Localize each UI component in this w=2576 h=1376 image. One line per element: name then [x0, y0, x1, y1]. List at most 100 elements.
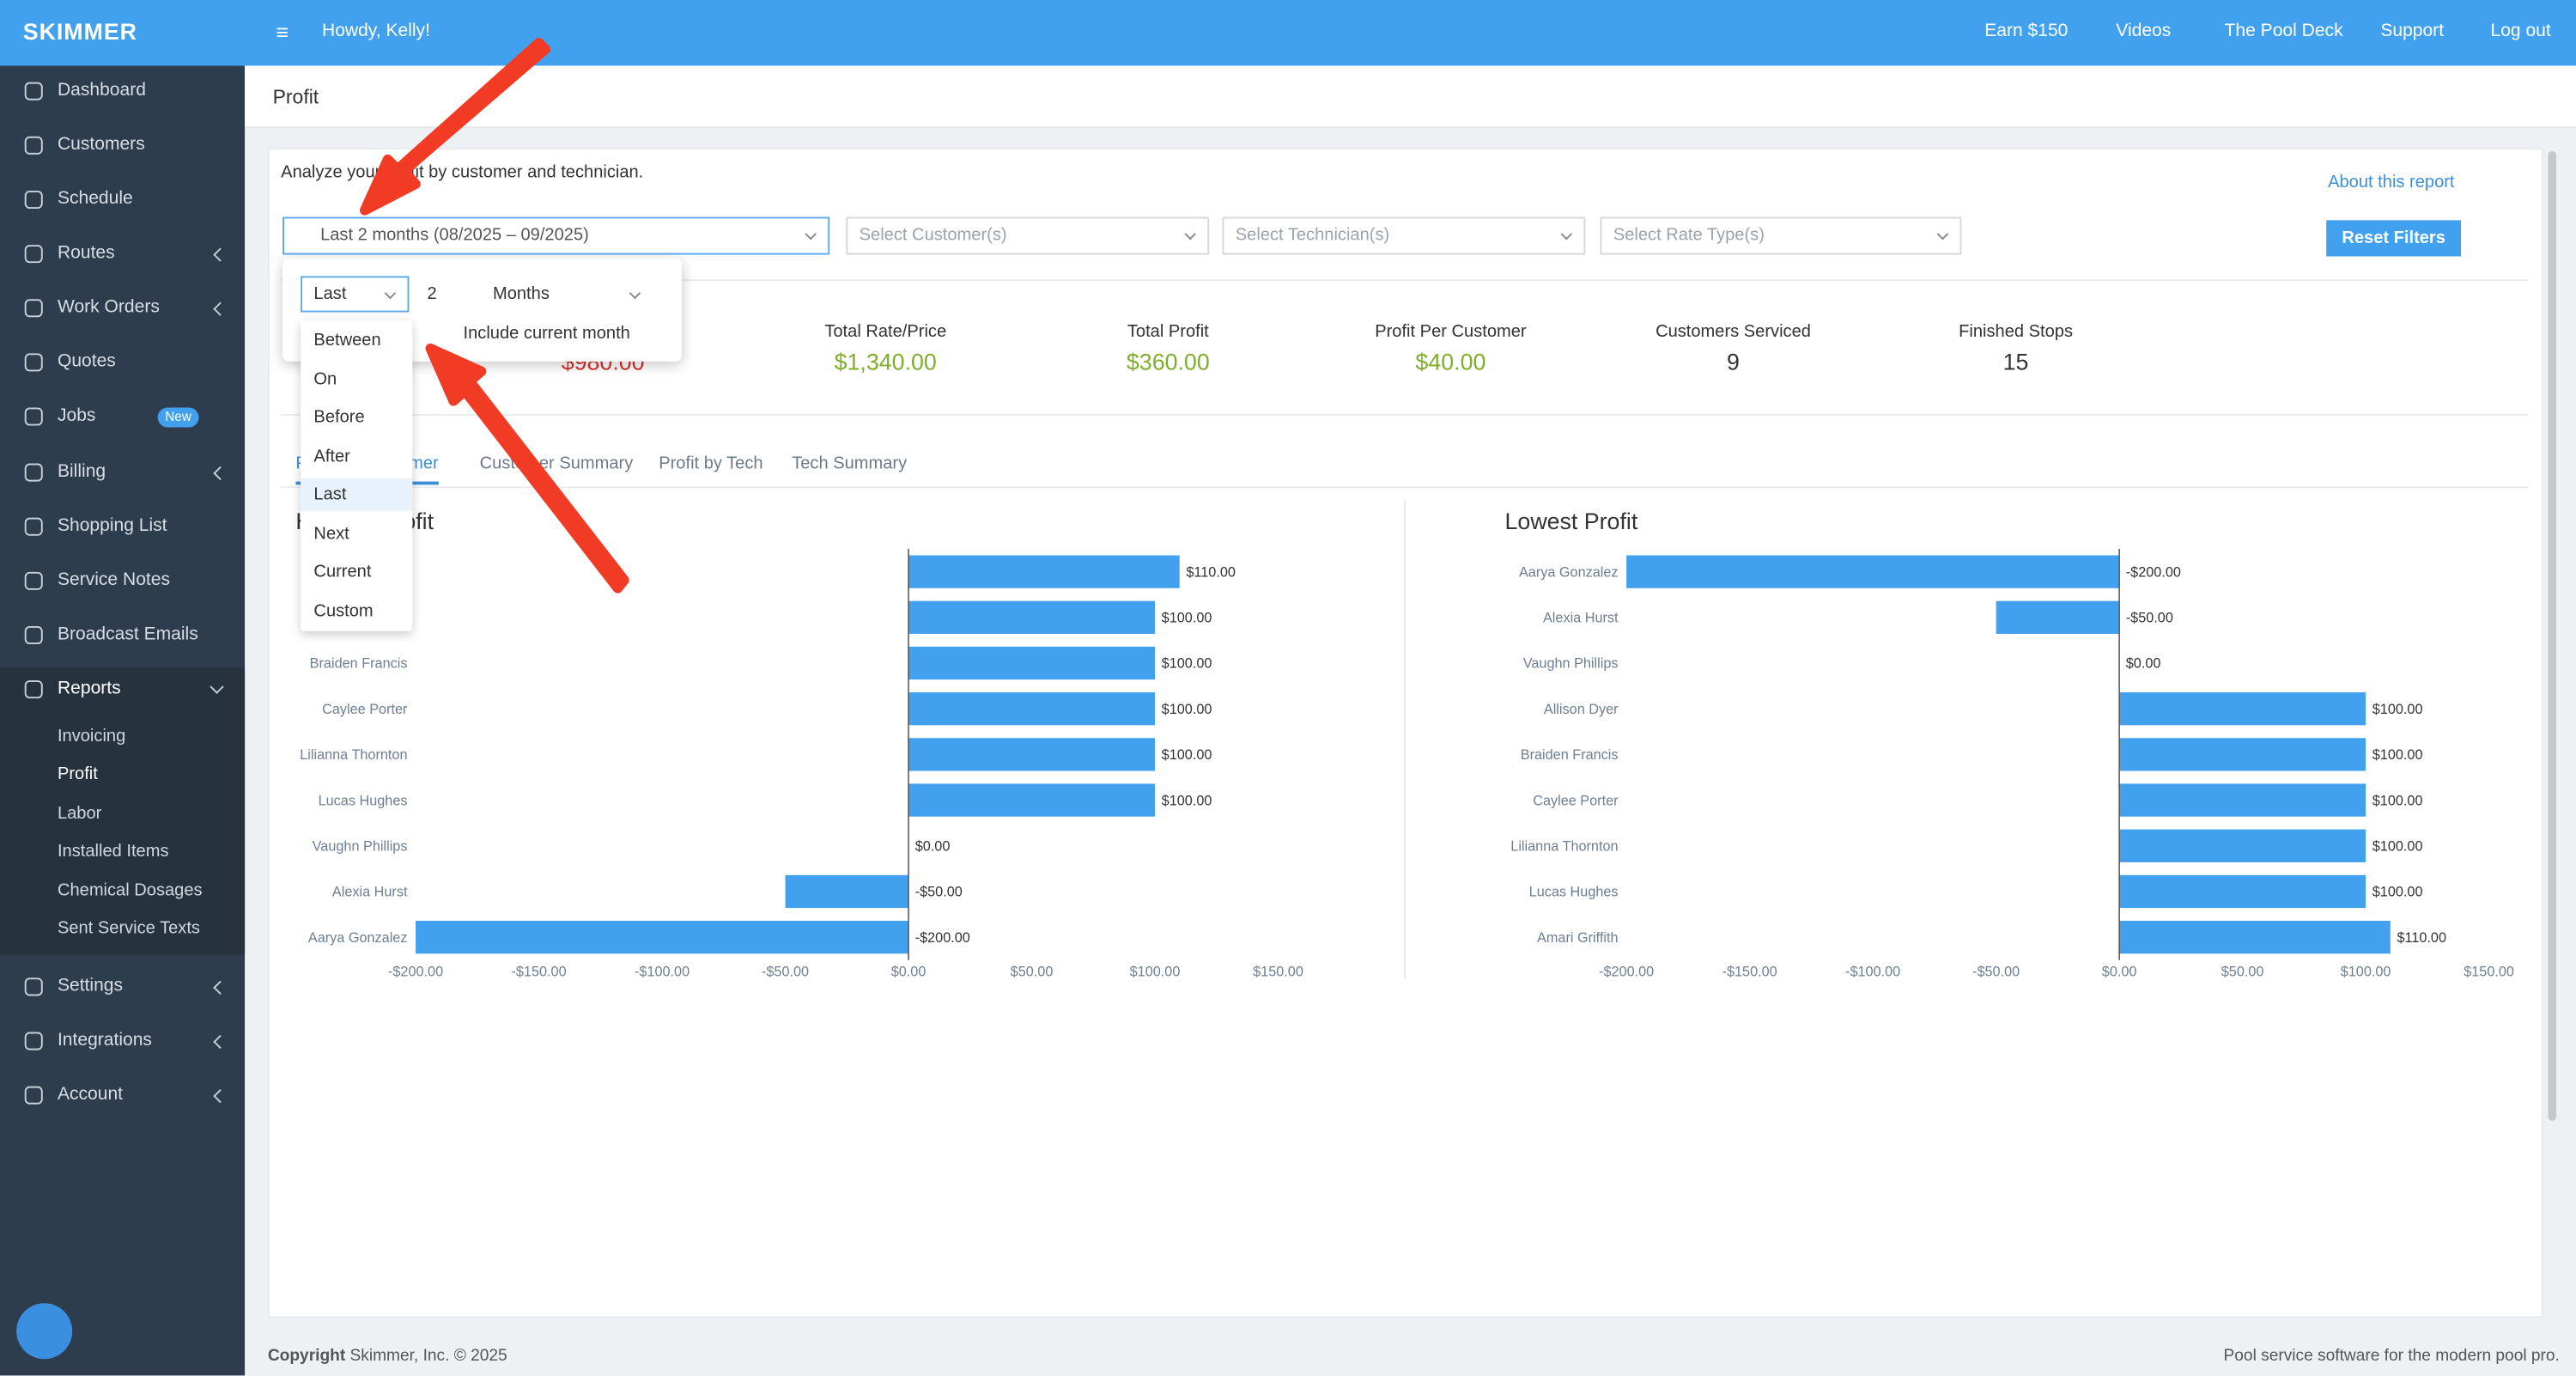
- technician-filter[interactable]: Select Technician(s): [1222, 216, 1586, 255]
- bar: [2119, 874, 2366, 909]
- nav-item[interactable]: Reports: [57, 679, 121, 699]
- report-nav-item[interactable]: Sent Service Texts: [57, 918, 200, 939]
- bar: [416, 921, 909, 954]
- stat-label: Total Rate/Price: [824, 322, 947, 342]
- bar: [2119, 692, 2366, 726]
- bar: [908, 783, 1156, 817]
- unit-select[interactable]: Months: [479, 276, 654, 313]
- customer-filter-text: Select Customer(s): [859, 225, 1007, 246]
- nav-item[interactable]: Routes: [57, 243, 115, 264]
- value-label: $100.00: [1162, 656, 1212, 672]
- logo[interactable]: SKIMMER: [22, 18, 137, 45]
- nav-item[interactable]: Service Notes: [57, 569, 170, 590]
- nav-item[interactable]: Quotes: [57, 351, 116, 372]
- report-nav-item[interactable]: Chemical Dosages: [57, 880, 203, 901]
- mode-option[interactable]: Last: [301, 478, 413, 512]
- tab[interactable]: Tech Summary: [792, 454, 908, 474]
- chat-button[interactable]: [16, 1303, 73, 1360]
- value-label: $100.00: [2372, 885, 2423, 900]
- date-filter[interactable]: Last 2 months (08/2025 – 09/2025): [283, 216, 830, 255]
- value-label: $100.00: [2372, 793, 2423, 808]
- mode-option[interactable]: Current: [313, 562, 372, 582]
- value-label: -$50.00: [915, 885, 963, 900]
- category-label: Braiden Francis: [310, 656, 408, 672]
- category-label: Lilianna Thornton: [300, 747, 407, 763]
- category-label: Braiden Francis: [1521, 747, 1619, 763]
- about-link[interactable]: About this report: [2328, 172, 2455, 192]
- customer-filter[interactable]: Select Customer(s): [846, 216, 1210, 255]
- nav-item[interactable]: Jobs: [57, 405, 96, 426]
- header-link[interactable]: Log out: [2490, 21, 2551, 41]
- header-link[interactable]: Videos: [2116, 21, 2172, 41]
- bar: [1996, 600, 2120, 634]
- nav-item[interactable]: Broadcast Emails: [57, 624, 198, 645]
- value-label: -$50.00: [2126, 611, 2173, 626]
- include-current[interactable]: Include current month: [463, 323, 630, 344]
- nav-item[interactable]: Settings: [57, 976, 124, 996]
- mode-option[interactable]: Next: [313, 523, 349, 544]
- tab[interactable]: Profit by Tech: [659, 454, 763, 474]
- date-filter-text: Last 2 months (08/2025 – 09/2025): [320, 225, 589, 246]
- x-tick-label: $0.00: [2102, 964, 2137, 979]
- mode-option[interactable]: Custom: [313, 600, 374, 621]
- value-label: $110.00: [2397, 930, 2446, 946]
- mode-text: Last: [313, 283, 347, 304]
- value-label: $100.00: [2372, 838, 2423, 854]
- value-label: $100.00: [2372, 702, 2423, 717]
- nav-icon: [24, 1086, 43, 1105]
- header-link[interactable]: The Pool Deck: [2224, 21, 2343, 41]
- nav-item[interactable]: Schedule: [57, 189, 133, 209]
- divider: [281, 486, 2529, 489]
- rate-type-filter[interactable]: Select Rate Type(s): [1600, 216, 1962, 255]
- report-nav-item[interactable]: Labor: [57, 803, 102, 824]
- nav-item[interactable]: Work Orders: [57, 297, 160, 318]
- bar: [908, 692, 1156, 726]
- title-bar: Profit: [245, 65, 2576, 129]
- mode-option[interactable]: On: [313, 368, 337, 389]
- mode-select[interactable]: Last: [301, 276, 410, 313]
- count-input[interactable]: 2: [427, 283, 437, 304]
- technician-filter-text: Select Technician(s): [1235, 225, 1390, 246]
- bar: [2119, 921, 2391, 954]
- nav-item[interactable]: Shopping List: [57, 515, 167, 536]
- mode-option[interactable]: Before: [313, 407, 365, 428]
- nav-icon: [24, 1032, 43, 1050]
- nav-item[interactable]: Integrations: [57, 1030, 152, 1050]
- nav-item[interactable]: Dashboard: [57, 80, 146, 100]
- mode-option[interactable]: Between: [313, 330, 381, 350]
- report-nav-item[interactable]: Profit: [57, 764, 98, 784]
- bar: [908, 646, 1156, 680]
- bar: [1626, 555, 2120, 588]
- value-label: -$200.00: [2126, 564, 2181, 580]
- bar: [785, 874, 909, 909]
- report-nav-item[interactable]: Invoicing: [57, 726, 126, 746]
- tagline: Pool service software for the modern poo…: [2223, 1347, 2560, 1366]
- nav-icon: [24, 190, 43, 209]
- mode-option[interactable]: After: [313, 446, 350, 466]
- category-label: Aarya Gonzalez: [1519, 564, 1619, 580]
- category-label: Caylee Porter: [1533, 793, 1619, 808]
- unit-text: Months: [492, 283, 550, 304]
- reset-button[interactable]: Reset Filters: [2326, 220, 2462, 257]
- header-link[interactable]: Earn $150: [1984, 21, 2069, 41]
- stat-value: $1,340.00: [834, 348, 937, 375]
- header-link[interactable]: Support: [2380, 21, 2445, 41]
- report-nav-item[interactable]: Installed Items: [57, 841, 169, 862]
- stat-value: 15: [2002, 348, 2029, 375]
- nav-item[interactable]: Account: [57, 1084, 124, 1105]
- category-label: Lucas Hughes: [319, 793, 408, 808]
- bar: [2119, 829, 2366, 862]
- bar: [908, 600, 1156, 634]
- scrollbar[interactable]: [2548, 151, 2557, 1121]
- menu-toggle[interactable]: ≡: [276, 19, 289, 45]
- nav-item[interactable]: Billing: [57, 461, 106, 482]
- stat-label: Customers Serviced: [1656, 322, 1811, 342]
- value-label: $0.00: [915, 838, 951, 854]
- bar: [2119, 738, 2366, 771]
- nav-item[interactable]: Customers: [57, 134, 145, 155]
- bar: [2119, 783, 2366, 817]
- rate-type-filter-text: Select Rate Type(s): [1613, 225, 1765, 246]
- nav-icon: [24, 463, 43, 482]
- value-label: $100.00: [1162, 747, 1212, 763]
